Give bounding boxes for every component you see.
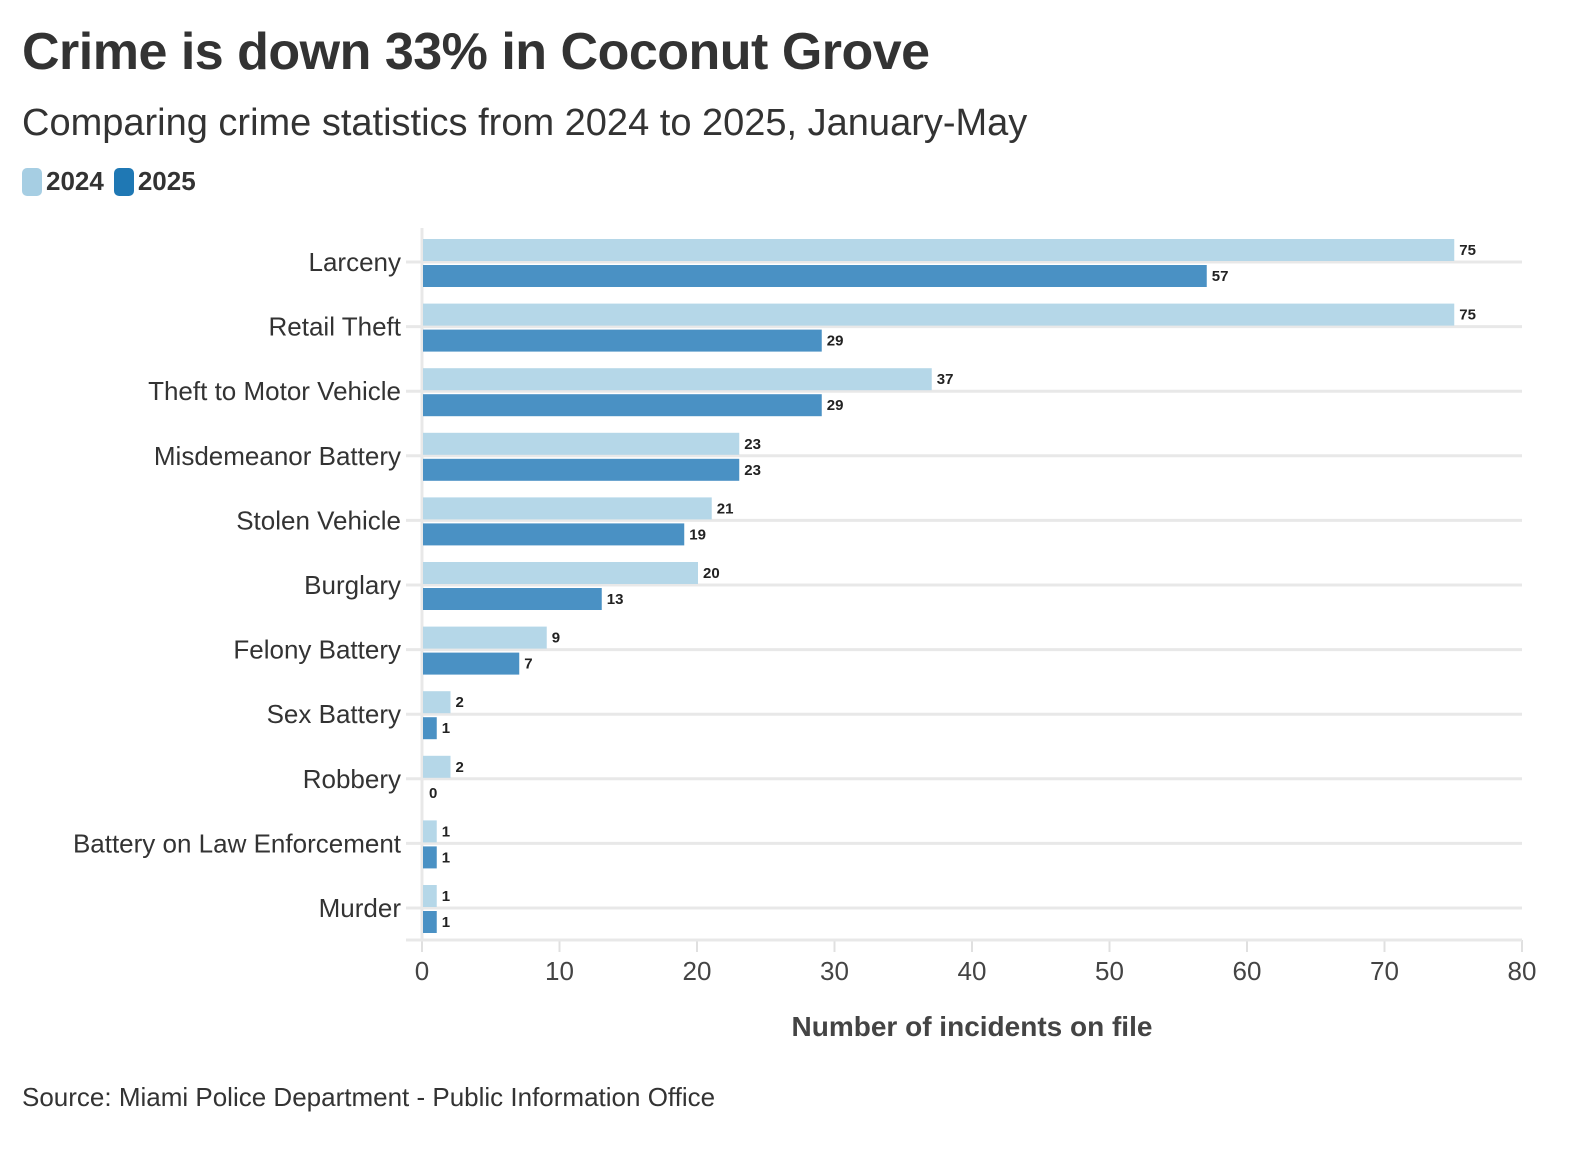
legend: 2024 2025 [22, 166, 206, 197]
bar-2025 [423, 911, 437, 933]
data-label-2024: 9 [552, 630, 560, 647]
legend-swatch-2025 [113, 167, 134, 196]
data-label-2024: 23 [744, 436, 761, 453]
data-label-2024: 1 [442, 823, 450, 840]
data-label-2024: 75 [1459, 242, 1476, 259]
data-label-2025: 29 [827, 333, 844, 350]
data-label-2025: 0 [429, 785, 437, 802]
category-label: Burglary [304, 570, 401, 600]
bar-2025 [423, 846, 437, 869]
legend-label-2024: 2024 [46, 166, 104, 196]
data-label-2024: 1 [442, 888, 450, 905]
bar-2025 [423, 523, 685, 546]
bar-2024 [423, 562, 698, 584]
x-tick-label: 30 [820, 956, 849, 986]
category-label: Larceny [309, 247, 402, 277]
category-label: Felony Battery [233, 635, 401, 665]
data-label-2024: 2 [456, 694, 464, 711]
data-label-2025: 19 [689, 526, 706, 543]
data-label-2025: 13 [607, 591, 624, 608]
x-tick-label: 20 [683, 956, 712, 986]
category-label: Sex Battery [267, 699, 401, 729]
bar-2025 [423, 265, 1207, 287]
bar-2024 [423, 239, 1455, 261]
bar-2024 [423, 626, 547, 649]
bar-2025 [423, 717, 437, 740]
data-label-2024: 20 [703, 565, 720, 582]
bar-2024 [423, 303, 1455, 326]
x-tick-label: 70 [1370, 956, 1399, 986]
data-label-2025: 7 [524, 656, 532, 673]
data-label-2024: 75 [1459, 307, 1476, 324]
bar-2024 [423, 691, 451, 714]
bar-2025 [423, 458, 740, 481]
data-label-2025: 1 [442, 849, 450, 866]
chart-title: Crime is down 33% in Coconut Grove [22, 23, 930, 81]
bar-2024 [423, 755, 451, 778]
category-label: Retail Theft [269, 312, 402, 342]
bar-2025 [423, 394, 822, 417]
bar-2024 [423, 432, 740, 455]
bar-2024 [423, 497, 712, 520]
data-label-2024: 21 [717, 500, 734, 517]
legend-label-2025: 2025 [137, 166, 196, 196]
data-label-2025: 23 [744, 462, 761, 479]
data-label-2025: 57 [1212, 268, 1229, 285]
category-label: Murder [319, 893, 402, 923]
bar-2025 [423, 588, 602, 610]
legend-item-2025: 2025 [113, 166, 196, 197]
bar-2024 [423, 368, 932, 391]
category-label: Theft to Motor Vehicle [148, 376, 401, 406]
data-label-2024: 2 [456, 759, 464, 776]
data-label-2025: 1 [442, 720, 450, 737]
legend-swatch-2024 [22, 167, 42, 196]
data-label-2024: 37 [937, 371, 954, 388]
x-tick-label: 60 [1233, 956, 1262, 986]
category-label: Battery on Law Enforcement [73, 828, 402, 858]
data-label-2025: 1 [442, 914, 450, 931]
x-tick-label: 50 [1095, 956, 1124, 986]
source-note: Source: Miami Police Department - Public… [22, 1082, 716, 1112]
x-tick-label: 0 [415, 956, 429, 986]
bar-2024 [423, 820, 437, 843]
x-axis-title: Number of incidents on file [792, 1011, 1153, 1042]
category-label: Robbery [303, 764, 401, 794]
category-label: Stolen Vehicle [236, 505, 401, 535]
bar-2024 [423, 885, 437, 907]
legend-item-2024: 2024 [22, 166, 104, 197]
x-tick-label: 40 [958, 956, 987, 986]
data-label-2025: 29 [827, 397, 844, 414]
bar-2025 [423, 652, 520, 675]
x-tick-label: 80 [1508, 956, 1537, 986]
chart-subtitle: Comparing crime statistics from 2024 to … [22, 102, 1028, 144]
bar-2025 [423, 329, 822, 352]
x-tick-label: 10 [545, 956, 574, 986]
category-label: Misdemeanor Battery [154, 441, 401, 471]
